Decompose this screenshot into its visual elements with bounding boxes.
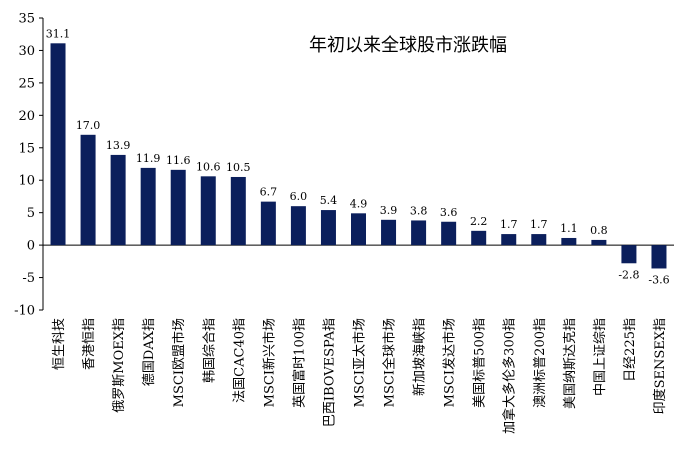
bar [501,234,517,246]
x-tick-label: 俄罗斯MOEX指 [112,318,127,413]
bar-value-label: -3.6 [648,273,669,286]
bar [351,213,366,246]
bar-value-label: 11.9 [136,152,161,165]
bar [200,176,216,246]
y-tick-label: 15 [18,141,35,156]
x-tick-label: 加拿大多伦多300指 [502,318,518,434]
x-tick-label: 韩国综合指 [202,318,217,383]
y-tick-label: 10 [18,174,35,189]
y-tick-label: 0 [27,239,35,254]
bar [471,230,487,246]
bar-value-label: 1.7 [530,218,548,231]
bar [651,245,667,269]
bar [320,210,336,246]
bar [531,234,547,246]
x-tick-label: MSCI发达市场 [442,318,458,407]
y-tick-label: -10 [14,304,35,319]
bar-value-label: 6.0 [290,190,308,203]
x-tick-label: 中国上证综指 [593,318,608,396]
bar-value-label: 3.6 [440,206,458,219]
bar [230,176,246,246]
x-tick-label: MSCI全球市场 [382,318,398,407]
x-tick-label: 美国纳斯达克指 [563,318,578,409]
bar [80,134,96,246]
bar-value-label: 1.1 [560,222,578,235]
bar-value-label: 2.2 [470,215,488,228]
x-tick-label: MSCI新兴市场 [261,318,277,407]
y-tick-label: 35 [18,12,35,27]
bar [561,237,577,246]
x-tick-label: 澳洲标普200指 [532,318,548,408]
bar-value-label: 4.9 [350,197,368,210]
x-tick-label: MSCI亚太市场 [352,318,368,407]
bar [381,219,397,246]
bar-value-label: 0.8 [590,224,608,237]
bar [170,169,186,246]
x-tick-label: 香港恒指 [82,318,97,370]
bar-value-label: 11.6 [166,154,191,167]
bar [591,239,607,246]
x-tick-label: 印度SENSEX指 [652,318,668,414]
bar-value-label: 5.4 [320,194,338,207]
x-tick-label: 新加坡海峡指 [412,318,428,396]
bar-value-label: 10.5 [226,161,251,174]
x-tick-label: MSCI欧盟市场 [171,318,187,407]
y-tick-label: 5 [27,206,35,221]
x-tick-label: 法国CAC40指 [232,318,247,403]
y-tick-label: -5 [22,271,35,286]
x-tick-label: 巴西IBOVESPA指 [322,318,337,427]
bar [441,221,457,246]
bar [260,201,276,246]
bar-value-label: 6.7 [260,186,278,199]
bar [411,220,427,246]
bar-value-label: 1.7 [500,218,518,231]
bar-value-label: -2.8 [618,268,639,281]
chart-title: 年初以来全球股市涨跌幅 [309,35,507,56]
bar-value-label: 17.0 [76,119,101,132]
bar-value-label: 31.1 [46,27,71,40]
bar [50,43,66,246]
bar-value-label: 10.6 [196,160,221,173]
x-tick-label: 美国标普500指 [473,318,488,408]
bar [140,167,156,246]
bar-value-label: 13.9 [106,139,131,152]
x-tick-label: 日经225指 [623,318,638,382]
y-tick-label: 25 [18,76,35,91]
x-tick-label: 德国DAX指 [142,318,157,386]
bar [290,206,306,246]
bar-value-label: 3.8 [410,204,428,217]
bar-value-label: 3.9 [380,204,398,217]
y-tick-label: 20 [18,109,35,124]
x-tick-label: 恒生科技 [52,318,67,370]
bar [110,154,126,246]
x-tick-label: 英国富时100指 [291,318,307,408]
bar [621,245,637,264]
y-tick-label: 30 [18,44,35,59]
